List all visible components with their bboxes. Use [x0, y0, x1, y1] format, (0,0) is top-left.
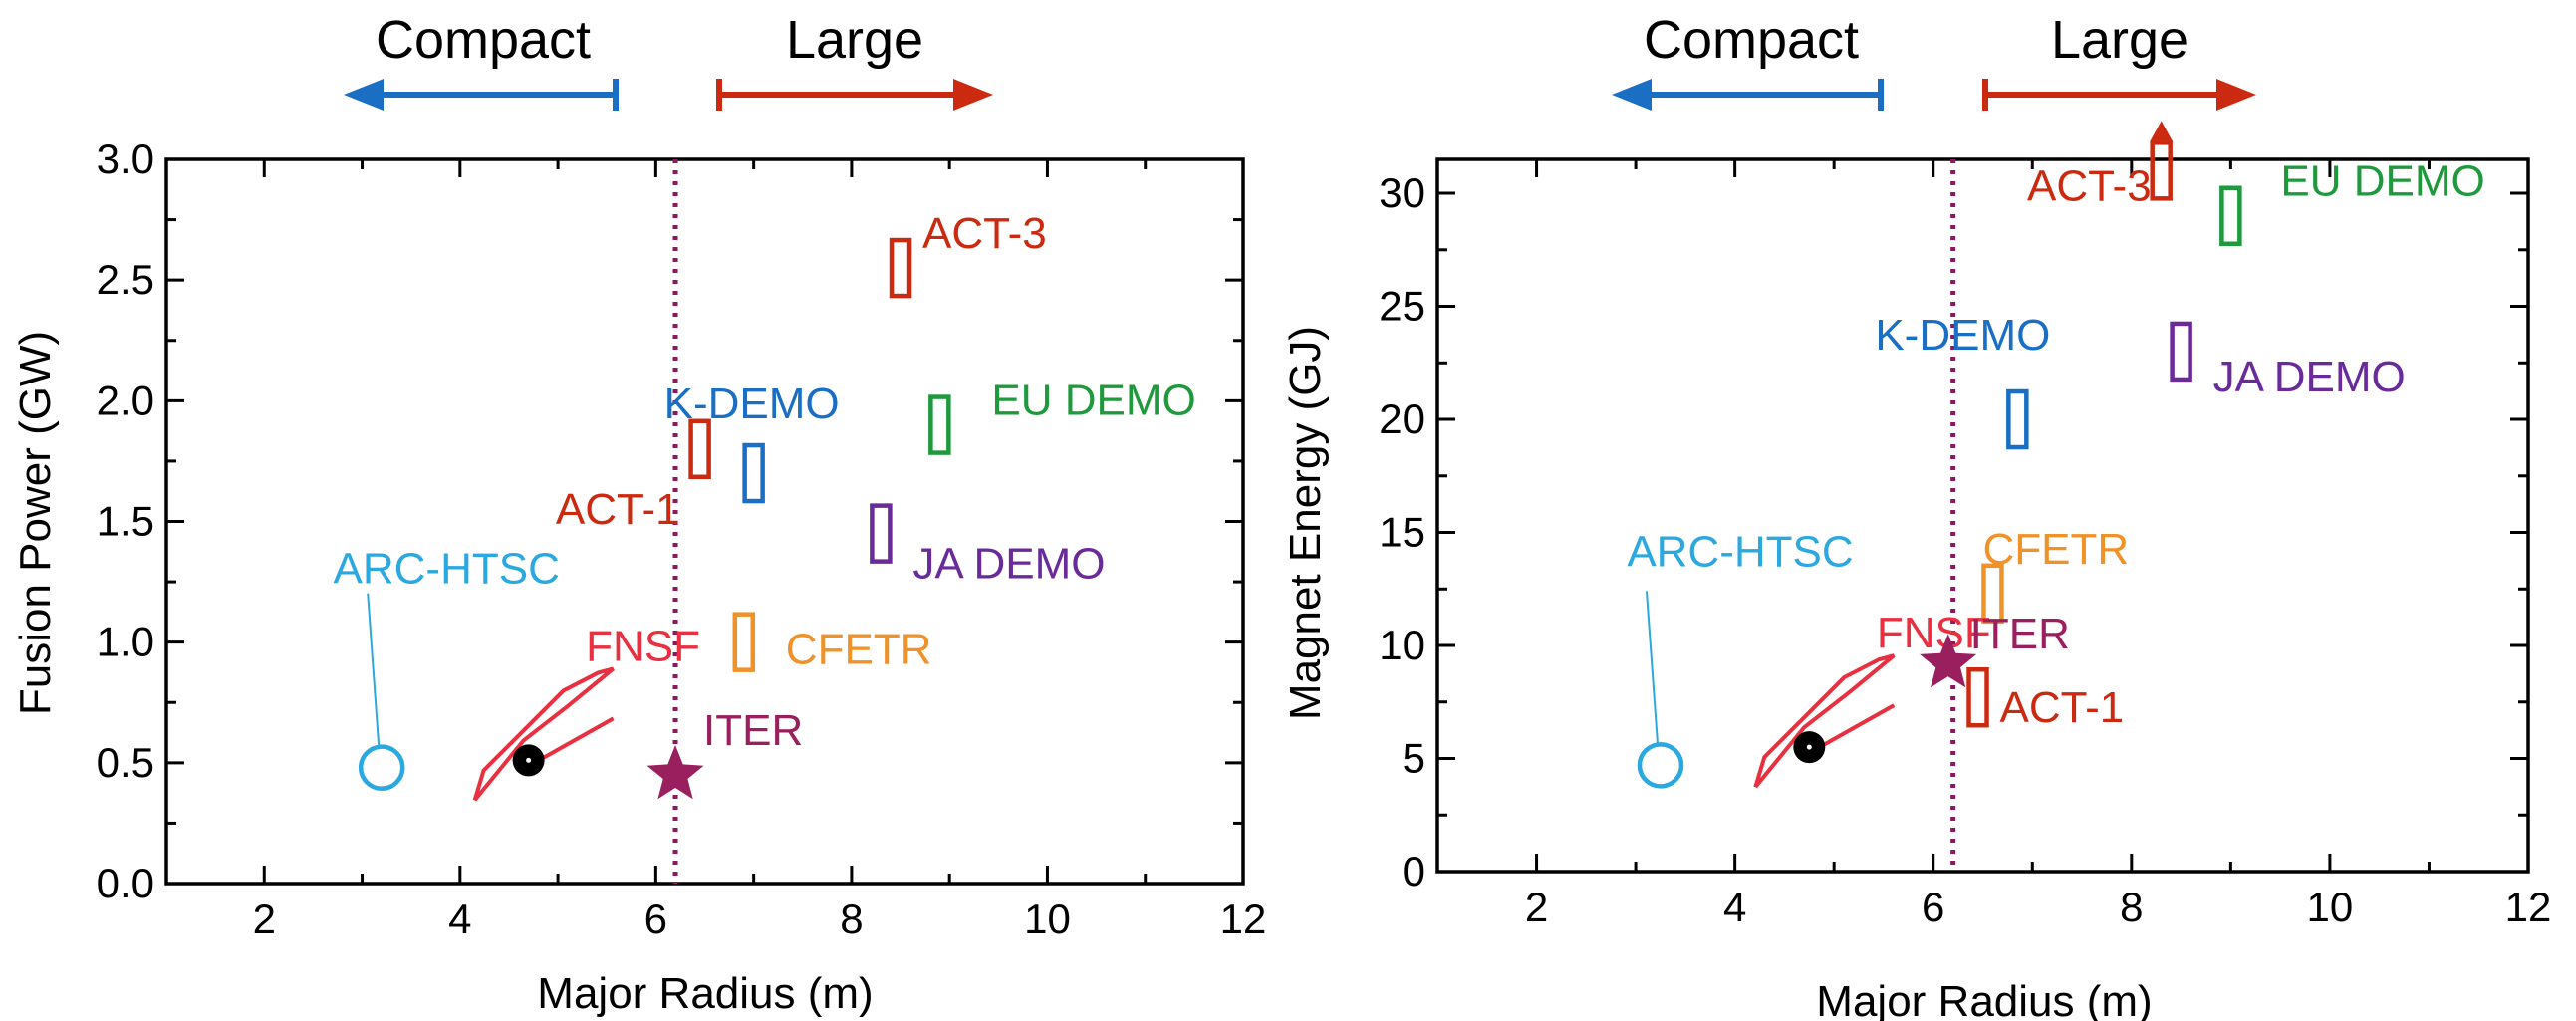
act-3-label: ACT-3 — [922, 209, 1047, 258]
act-1-marker — [1966, 666, 1989, 728]
x-tick-label: 8 — [840, 895, 863, 942]
eu-demo-marker — [928, 394, 951, 455]
fnsf-label: FNSF — [586, 622, 700, 670]
compact-arrow-label: Compact — [376, 10, 591, 70]
y-tick-label: 3.0 — [97, 135, 154, 182]
eu-demo-label: EU DEMO — [991, 377, 1195, 425]
y-tick-label: 25 — [1379, 283, 1425, 330]
act-1-marker — [688, 418, 711, 480]
plot-frame — [164, 157, 1245, 886]
fnsf-region-edge — [1813, 703, 1896, 752]
arc-htsc-label: ARC-HTSC — [334, 545, 560, 594]
compact-arrow-label: Compact — [1644, 10, 1859, 70]
x-tick-label: 4 — [448, 895, 471, 942]
arc-htsc-leader-line — [1645, 591, 1659, 744]
x-axis-label: Major Radius (m) — [537, 969, 873, 1018]
arc-htsc-marker — [358, 744, 405, 791]
act-3-label: ACT-3 — [2027, 161, 2152, 210]
fnsf-design-region — [472, 666, 615, 802]
x-axis-label: Major Radius (m) — [1816, 977, 2152, 1021]
act-3-marker — [889, 237, 912, 299]
cfetr-marker — [732, 612, 756, 672]
x-tick-label: 10 — [1024, 895, 1071, 942]
y-tick-label: 2.0 — [97, 377, 154, 423]
y-tick-label: 1.0 — [97, 619, 154, 665]
ja-demo-label: JA DEMO — [912, 540, 1105, 589]
large-arrow-label: Large — [786, 10, 923, 70]
magnet-energy-panel: Compact Large Major Radius (m) Magnet En… — [1281, 10, 2551, 1021]
ja-demo-marker — [2170, 321, 2192, 383]
y-tick-label: 5 — [1403, 735, 1425, 782]
arc-htsc-marker — [1637, 742, 1684, 789]
iter-marker — [646, 745, 704, 800]
cfetr-label: CFETR — [1982, 525, 2129, 574]
fnsf-design-region — [1753, 653, 1896, 789]
k-demo-label: K-DEMO — [1875, 311, 2050, 360]
large-arrow-head — [2216, 79, 2256, 111]
fnsf-marker-center — [526, 757, 532, 763]
ja-demo-label: JA DEMO — [2213, 353, 2406, 401]
y-tick-label: 20 — [1379, 395, 1425, 442]
arc-htsc-label: ARC-HTSC — [1627, 527, 1853, 576]
y-tick-label: 15 — [1379, 509, 1425, 556]
cfetr-marker — [1981, 563, 2004, 625]
y-tick-label: 10 — [1379, 622, 1425, 668]
y-tick-label: 0.5 — [97, 739, 154, 786]
fusion-power-panel: Compact Large Major Radius (m) Fusion Po… — [11, 10, 1266, 1018]
x-tick-label: 6 — [1922, 884, 1944, 930]
iter-label: ITER — [1970, 610, 2070, 658]
compact-arrow-head — [1612, 79, 1652, 111]
x-tick-label: 12 — [2505, 884, 2552, 930]
x-tick-label: 2 — [1525, 884, 1548, 930]
iter-marker — [1920, 634, 1977, 688]
act-1-label: ACT-1 — [556, 485, 680, 534]
fnsf-label: FNSF — [1877, 609, 1991, 657]
y-axis-label: Magnet Energy (GJ) — [1281, 326, 1330, 720]
large-arrow-head — [953, 79, 993, 111]
x-tick-label: 8 — [2120, 884, 2143, 930]
plot-frame — [1435, 157, 2530, 874]
fnsf-marker-center — [1806, 744, 1812, 750]
x-tick-label: 4 — [1723, 884, 1746, 930]
y-tick-label: 0.0 — [97, 860, 154, 906]
act-1-label: ACT-1 — [2000, 683, 2125, 732]
cfetr-label: CFETR — [786, 626, 932, 674]
iter-label: ITER — [703, 706, 803, 755]
k-demo-marker — [742, 442, 765, 504]
y-tick-label: 0 — [1403, 848, 1425, 894]
x-tick-label: 12 — [1220, 895, 1267, 942]
k-demo-marker — [2006, 388, 2029, 450]
y-axis-label: Fusion Power (GW) — [11, 331, 60, 715]
fnsf-region-edge — [532, 716, 615, 766]
y-tick-label: 2.5 — [97, 256, 154, 303]
arc-htsc-leader-line — [367, 593, 381, 746]
compact-arrow-head — [344, 79, 384, 111]
act-3-marker — [2150, 140, 2173, 201]
large-arrow-label: Large — [2051, 10, 2189, 70]
x-tick-label: 2 — [253, 895, 276, 942]
eu-demo-marker — [2219, 185, 2242, 246]
eu-demo-label: EU DEMO — [2280, 157, 2484, 206]
y-tick-label: 30 — [1379, 169, 1425, 216]
act-3-arrow-up-marker — [2150, 121, 2173, 141]
y-tick-label: 1.5 — [97, 498, 154, 545]
x-tick-label: 10 — [2307, 884, 2354, 930]
ja-demo-marker — [870, 503, 893, 564]
x-tick-label: 6 — [644, 895, 667, 942]
